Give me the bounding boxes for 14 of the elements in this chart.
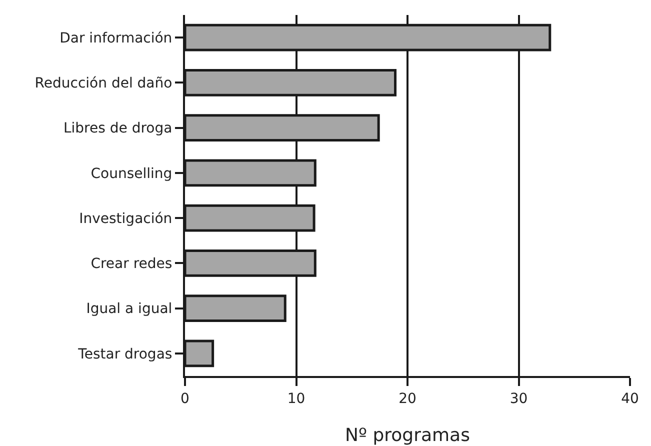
- y-tick-label: Testar drogas: [77, 346, 172, 362]
- y-tick-label: Reducción del daño: [34, 76, 172, 92]
- x-tick-label: 40: [621, 390, 639, 407]
- x-tick-label: 30: [510, 390, 528, 407]
- y-tick-label: Investigación: [79, 210, 172, 227]
- y-tick-label: Igual a igual: [86, 301, 172, 318]
- y-tick-label: Libres de droga: [63, 120, 172, 137]
- y-tick-label: Crear redes: [90, 256, 172, 272]
- x-tick-label: 10: [287, 390, 306, 407]
- y-tick-label: Counselling: [90, 166, 172, 182]
- x-tick-label: 20: [398, 390, 416, 407]
- x-axis-title: Nº programas: [345, 425, 470, 446]
- x-tick-label: 0: [180, 390, 190, 407]
- y-tick-label: Dar información: [60, 30, 172, 46]
